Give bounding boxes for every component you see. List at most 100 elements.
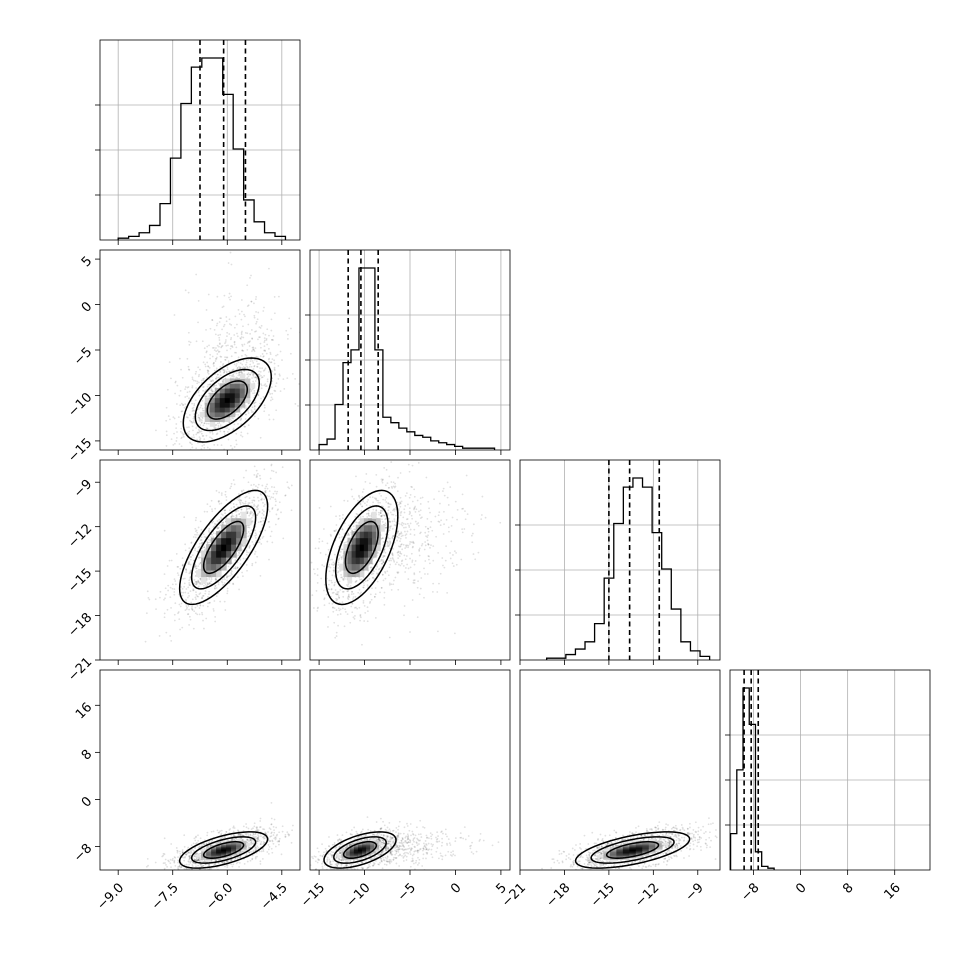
scatter-point (398, 503, 400, 506)
scatter-point (218, 831, 221, 834)
scatter-point (200, 430, 203, 433)
scatter-point (163, 837, 166, 840)
scatter-point (262, 520, 265, 522)
density-cell (219, 407, 226, 413)
scatter-point (472, 553, 475, 555)
histogram-panel-1 (305, 249, 511, 455)
scatter-point (251, 834, 254, 837)
scatter-point (215, 356, 218, 359)
scatter-point (214, 578, 217, 581)
scatter-point (234, 559, 237, 562)
scatter-point (240, 336, 243, 338)
scatter-point (245, 852, 248, 855)
scatter-point (217, 831, 220, 834)
scatter-point (400, 531, 403, 534)
scatter-point (359, 502, 362, 505)
scatter-point (258, 336, 260, 339)
scatter-point (215, 489, 218, 492)
scatter-point (397, 530, 399, 533)
scatter-point (276, 353, 279, 356)
scatter-point (180, 410, 183, 413)
scatter-point (194, 846, 197, 849)
scatter-point (353, 528, 356, 531)
scatter-point (225, 499, 228, 502)
scatter-point (401, 548, 404, 551)
scatter-point (245, 359, 248, 362)
scatter-point (265, 832, 267, 835)
scatter-point (165, 419, 168, 422)
density-cell (376, 518, 381, 526)
scatter-point (264, 490, 266, 493)
scatter-point (371, 577, 374, 579)
scatter-point (235, 516, 238, 518)
scatter-point (203, 422, 206, 425)
scatter-point (442, 487, 445, 490)
scatter-point (206, 582, 209, 584)
scatter-point (207, 365, 210, 368)
scatter-point (371, 587, 373, 590)
scatter-point (187, 851, 190, 854)
scatter-point (249, 838, 252, 841)
scatter-point (402, 564, 405, 567)
scatter-point (188, 343, 191, 346)
scatter-point (436, 630, 439, 633)
scatter-point (174, 580, 177, 582)
scatter-point (327, 548, 330, 551)
panel-frame (99, 459, 301, 661)
scatter-point (192, 536, 195, 538)
scatter-point (229, 338, 232, 341)
scatter-point (195, 567, 197, 570)
scatter-point (179, 605, 182, 608)
scatter-point (245, 413, 248, 416)
scatter-point (176, 431, 178, 433)
scatter-point (193, 410, 196, 412)
scatter-point (214, 426, 217, 429)
scatter-point (203, 443, 205, 446)
scatter-point (252, 372, 255, 375)
scatter-point (207, 383, 210, 386)
scatter-point (197, 595, 200, 598)
scatter-point (184, 386, 187, 388)
scatter-point (343, 625, 346, 628)
scatter-point (198, 438, 201, 441)
contour-line (334, 505, 389, 590)
scatter-point (208, 601, 211, 604)
scatter-point (228, 323, 231, 325)
scatter-panel-2-1 (309, 459, 511, 665)
scatter-point (281, 466, 284, 469)
scatter-point (202, 385, 205, 388)
scatter-point (191, 385, 194, 387)
scatter-point (251, 373, 254, 376)
scatter-point (443, 510, 445, 513)
scatter-point (202, 435, 205, 437)
scatter-point (200, 432, 203, 435)
density-cell (339, 563, 344, 571)
scatter-point (254, 847, 257, 850)
scatter-point (227, 344, 229, 347)
scatter-point (252, 375, 255, 377)
scatter-point (245, 506, 248, 509)
scatter-point (364, 580, 367, 583)
scatter-point (155, 429, 157, 432)
scatter-point (334, 593, 337, 595)
scatter-point (278, 837, 281, 840)
scatter-point (226, 576, 228, 579)
scatter-point (252, 483, 255, 486)
scatter-point (326, 542, 329, 545)
scatter-point (185, 600, 188, 602)
scatter-point (163, 529, 166, 532)
scatter-point (183, 582, 186, 585)
scatter-point (417, 461, 420, 464)
scatter-point (204, 536, 207, 539)
scatter-point (271, 506, 274, 509)
scatter-point (314, 328, 316, 330)
scatter-point (244, 425, 247, 428)
panel-content (145, 802, 294, 870)
scatter-point (275, 492, 278, 495)
scatter-point (387, 574, 390, 577)
scatter-point (198, 430, 201, 432)
scatter-point (419, 517, 422, 520)
scatter-point (342, 578, 344, 580)
scatter-point (259, 327, 262, 329)
scatter-point (189, 571, 192, 574)
